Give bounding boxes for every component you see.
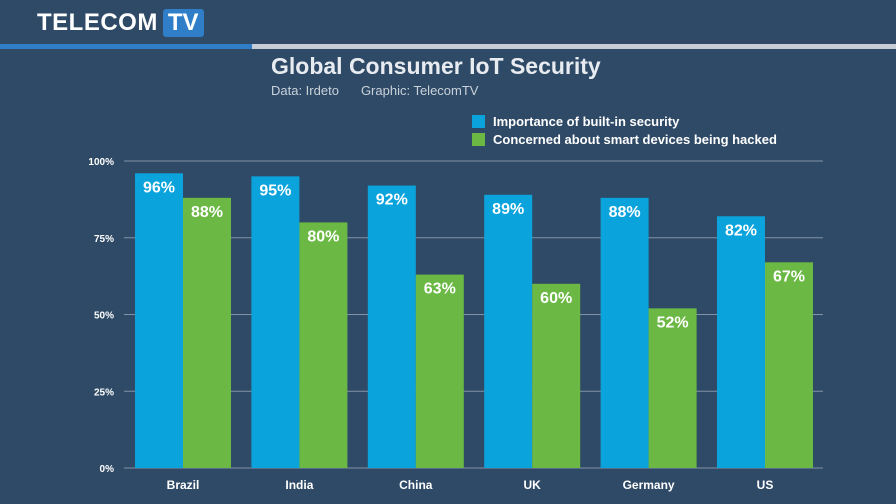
- telecomtv-logo: TELECOM TV: [37, 9, 204, 37]
- x-tick-label: Brazil: [167, 478, 200, 492]
- bar-hacking-concern: [183, 197, 231, 468]
- legend-item-series-2: Concerned about smart devices being hack…: [472, 130, 777, 148]
- bar-security-importance: [367, 185, 416, 468]
- header-rule-accent: [0, 44, 252, 49]
- data-label: 67%: [773, 268, 805, 285]
- bar-hacking-concern: [299, 222, 348, 468]
- data-label: 52%: [657, 314, 689, 331]
- legend-swatch-green: [472, 132, 485, 146]
- chart-title: Global Consumer IoT Security: [271, 53, 601, 79]
- legend-swatch-blue: [472, 114, 485, 128]
- data-label: 96%: [143, 179, 175, 196]
- bar-hacking-concern: [415, 274, 464, 468]
- data-label: 92%: [376, 192, 408, 209]
- chart-subtitle: Data: Irdeto Graphic: TelecomTV: [271, 83, 478, 98]
- header-rule: [252, 44, 896, 49]
- data-label: 88%: [191, 204, 223, 221]
- x-tick-label: China: [399, 478, 433, 492]
- y-tick-label: 100%: [88, 157, 114, 168]
- bar-hacking-concern: [765, 262, 813, 468]
- graphic-credit: Graphic: TelecomTV: [360, 83, 479, 98]
- bar-security-importance: [717, 216, 765, 468]
- data-label: 60%: [540, 290, 572, 307]
- x-tick-label: Germany: [623, 478, 675, 492]
- data-label: 95%: [259, 182, 291, 199]
- bar-hacking-concern: [532, 283, 581, 468]
- data-label: 89%: [492, 201, 524, 218]
- bar-security-importance: [135, 173, 183, 468]
- bar-security-importance: [600, 197, 649, 468]
- bar-hacking-concern: [648, 308, 697, 468]
- data-source: Data: Irdeto: [271, 83, 339, 98]
- legend-label-series-1: Importance of built-in security: [493, 113, 680, 129]
- legend-label-series-2: Concerned about smart devices being hack…: [493, 131, 777, 147]
- data-label: 63%: [424, 281, 456, 298]
- y-tick-label: 50%: [94, 311, 114, 322]
- data-label: 80%: [307, 228, 339, 245]
- x-tick-label: US: [757, 478, 774, 492]
- bar-security-importance: [251, 176, 300, 468]
- data-label: 88%: [609, 204, 641, 221]
- y-tick-label: 0%: [100, 464, 115, 475]
- x-tick-label: India: [285, 478, 313, 492]
- legend-item-series-1: Importance of built-in security: [472, 112, 777, 130]
- logo-badge: TV: [162, 9, 204, 37]
- data-label: 82%: [725, 222, 757, 239]
- chart-legend: Importance of built-in security Concerne…: [472, 112, 777, 148]
- x-tick-label: UK: [524, 478, 542, 492]
- y-tick-label: 25%: [94, 387, 114, 398]
- logo-wordmark: TELECOM: [37, 9, 158, 36]
- y-tick-label: 75%: [94, 234, 114, 245]
- bar-security-importance: [484, 194, 533, 468]
